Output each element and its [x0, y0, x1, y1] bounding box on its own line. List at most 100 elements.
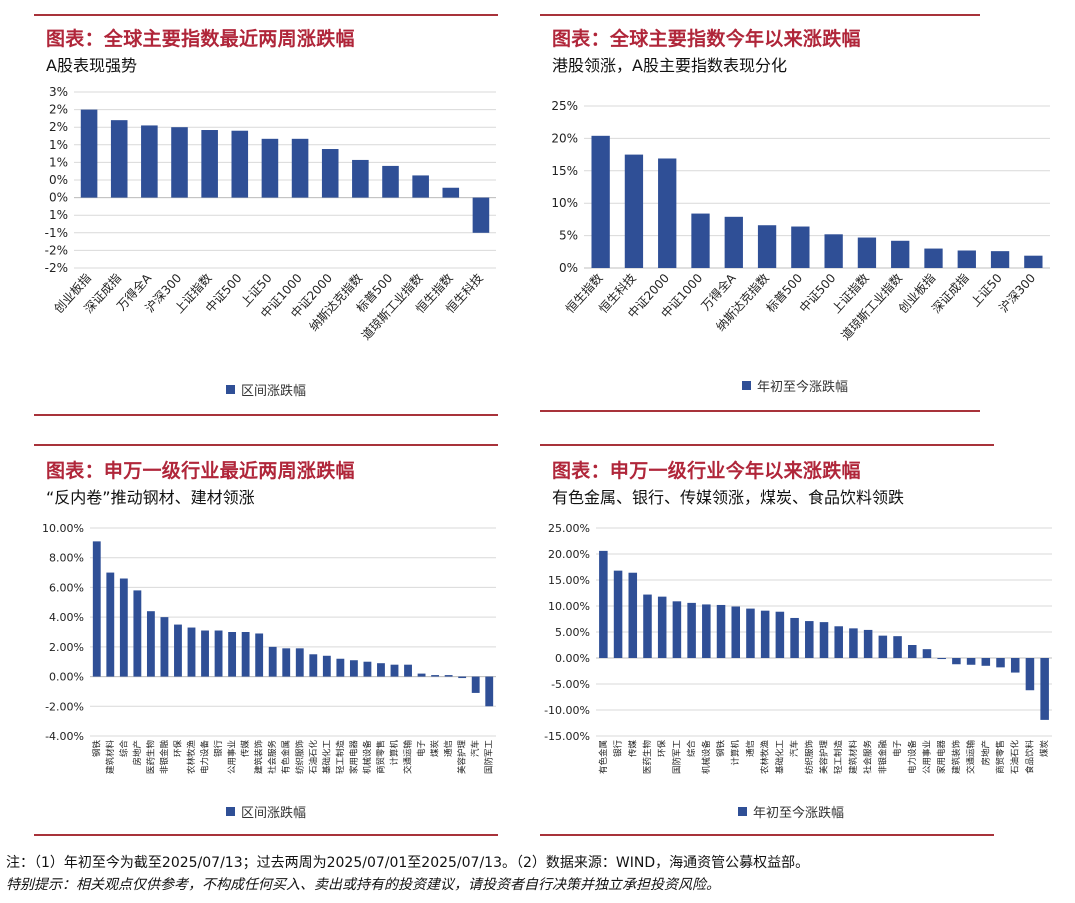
bar [472, 197, 490, 233]
x-category-label: 国防军工 [484, 740, 495, 775]
x-category-label: 有色金属 [598, 740, 609, 774]
bar [174, 624, 182, 677]
y-tick-label: -4.00% [45, 730, 84, 743]
x-category-label: 传媒 [240, 740, 251, 758]
y-tick-label: 10.00% [42, 522, 84, 535]
panel-title: 图表：全球主要指数今年以来涨跌幅 [552, 28, 861, 50]
bar [1040, 658, 1049, 720]
bar [119, 578, 128, 677]
y-tick-label: 2% [49, 120, 68, 134]
footer-disclaimer: 特别提示：相关观点仅供参考，不构成任何买入、卖出或持有的投资建议，请投资者自行决… [6, 877, 720, 893]
y-tick-label: 1% [49, 155, 68, 169]
bar [241, 632, 250, 677]
footer-note: 注：（1）年初至今为截至2025/07/13；过去两周为2025/07/01至2… [6, 855, 810, 871]
bar [757, 225, 777, 268]
x-category-label: 食品饮料 [1024, 740, 1035, 775]
legend-swatch [738, 807, 747, 816]
x-category-label: 电力设备 [200, 740, 211, 775]
bar [996, 658, 1005, 668]
legend-label: 区间涨跌幅 [241, 806, 307, 821]
bar [417, 673, 426, 677]
bar [485, 676, 494, 707]
x-category-label: 家用电器 [936, 740, 947, 775]
x-category-label: 农林牧渔 [760, 740, 771, 775]
panel-top-rule [34, 444, 498, 446]
bar-chart-index-two-weeks: -2%-2%-1%1%0%0%1%1%2%2%3%创业板指深证成指万得全A沪深3… [45, 85, 496, 343]
bar [922, 649, 932, 658]
bar [891, 240, 910, 268]
y-tick-label: 4.00% [49, 611, 84, 624]
x-category-label: 通信 [745, 740, 756, 758]
x-category-label: 综合 [686, 740, 697, 758]
x-category-label: 美容护理 [457, 740, 468, 775]
panel-subtitle: A股表现强势 [46, 56, 137, 75]
x-category-label: 交通运输 [403, 740, 414, 775]
bar [390, 664, 399, 677]
bar [849, 628, 858, 658]
x-category-label: 机械设备 [362, 740, 373, 775]
bar [981, 658, 991, 666]
panel-title: 图表：申万一级行业最近两周涨跌幅 [46, 460, 355, 482]
bar [791, 226, 810, 268]
legend-swatch [226, 385, 235, 394]
x-category-label: 计算机 [389, 740, 400, 766]
x-category-label: 建筑装饰 [254, 740, 265, 775]
bar [613, 570, 623, 658]
bar [878, 635, 888, 658]
legend-label: 区间涨跌幅 [241, 384, 307, 399]
bar [295, 648, 304, 677]
bar [805, 621, 814, 658]
bar [775, 611, 785, 658]
x-category-label: 家用电器 [348, 740, 359, 775]
x-category-label: 汽车 [470, 740, 481, 757]
y-tick-label: -10.00% [544, 704, 590, 717]
bar [824, 234, 843, 268]
x-category-label: 计算机 [730, 740, 741, 766]
bar [893, 636, 902, 658]
bar [261, 138, 279, 198]
x-category-label: 医药生物 [642, 740, 653, 775]
x-category-label: 机械设备 [701, 740, 712, 775]
x-category-label: 商贸零售 [995, 740, 1006, 774]
bar [687, 602, 696, 658]
bar [1024, 255, 1043, 268]
bar [141, 125, 158, 198]
y-tick-label: -2.00% [45, 700, 84, 713]
bar [106, 572, 115, 677]
bar [966, 658, 976, 665]
bar [1025, 658, 1035, 691]
bar [363, 661, 372, 677]
x-category-label: 环保 [172, 740, 183, 758]
x-category-label: 传媒 [627, 740, 638, 758]
x-category-label: 钢铁 [91, 740, 102, 758]
panel-title: 图表：申万一级行业今年以来涨跌幅 [552, 460, 861, 482]
bar [228, 632, 237, 677]
panel-title: 图表：全球主要指数最近两周涨跌幅 [46, 28, 355, 50]
y-tick-label: 15% [551, 164, 578, 178]
bar [863, 629, 873, 658]
legend-label: 年初至今涨跌幅 [753, 806, 845, 821]
y-tick-label: -1% [45, 226, 68, 240]
panel-subtitle: “反内卷”推动钢材、建材领涨 [46, 488, 255, 507]
bar [146, 611, 155, 677]
x-category-label: 深证成指 [928, 270, 971, 316]
y-tick-label: -5.00% [551, 678, 590, 691]
bar [321, 149, 339, 198]
y-tick-label: 1% [49, 208, 68, 222]
bar [937, 658, 946, 660]
y-tick-label: 10% [551, 196, 578, 210]
bar [214, 630, 223, 677]
bar [268, 646, 277, 677]
x-category-label: 有色金属 [281, 740, 292, 774]
panel-bottom-rule [540, 834, 994, 836]
legend-label: 年初至今涨跌幅 [757, 380, 849, 395]
y-tick-label: 20% [551, 131, 578, 145]
x-category-label: 房地产 [132, 740, 143, 766]
bar [672, 601, 682, 658]
panel-index-two-weeks: 图表：全球主要指数最近两周涨跌幅 A股表现强势 -2% -2% -1% 1% 0% 0% 1… [34, 14, 498, 418]
x-category-label: 纺织服饰 [294, 740, 305, 775]
x-category-label: 医药生物 [145, 740, 156, 775]
bar [282, 648, 291, 677]
x-category-label: 国防军工 [671, 740, 682, 775]
legend-swatch [226, 807, 235, 816]
